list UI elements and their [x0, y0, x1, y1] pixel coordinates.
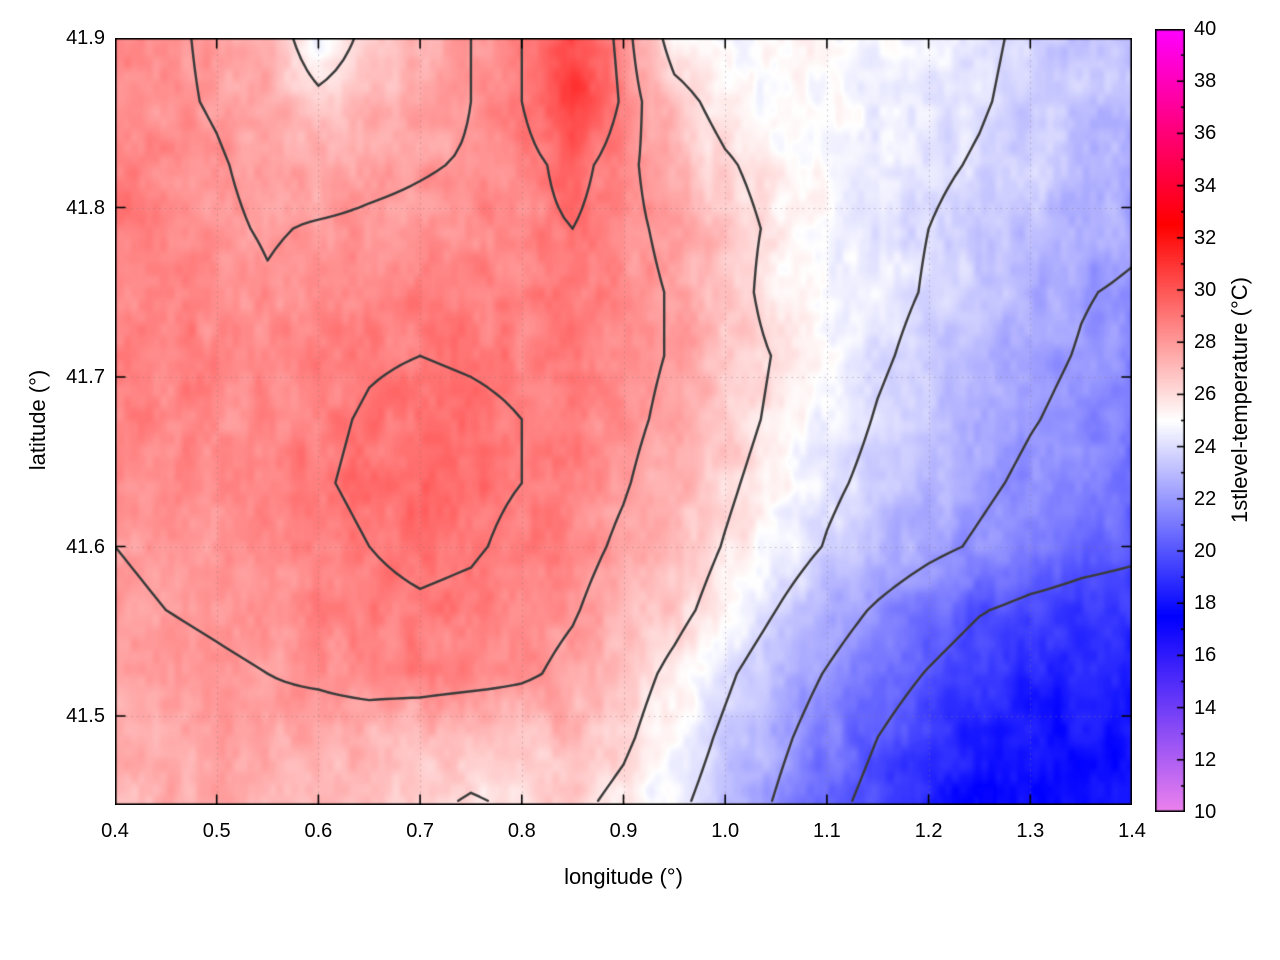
x-tick-label: 0.6	[304, 820, 333, 842]
y-tick-label: 41.6	[66, 535, 105, 558]
colorbar-tick-label: 18	[1194, 592, 1217, 615]
x-tick-label: 1.1	[812, 820, 841, 842]
x-tick-label: 0.7	[406, 820, 434, 842]
x-tick-label: 1.4	[1118, 820, 1146, 842]
colorbar-tick-label: 24	[1194, 435, 1217, 458]
colorbar-tick-label: 40	[1194, 18, 1217, 40]
colorbar-tick-label: 30	[1194, 279, 1217, 301]
y-tick-label: 41.7	[66, 366, 105, 388]
colorbar-tick-label: 32	[1194, 226, 1217, 249]
colorbar-tick-label: 12	[1194, 748, 1217, 771]
colorbar-tick-label: 26	[1194, 383, 1217, 406]
y-tick-label: 41.5	[66, 705, 105, 727]
x-tick-label: 0.9	[609, 820, 638, 842]
colorbar-tick-label: 38	[1194, 70, 1217, 93]
x-axis-label: longitude (°)	[564, 864, 683, 889]
heatmap-plot-canvas	[115, 38, 1132, 805]
colorbar-tick-label: 14	[1194, 696, 1217, 719]
x-tick-label: 0.8	[507, 820, 536, 842]
x-tick-label: 0.5	[202, 820, 231, 842]
colorbar-tick-label: 36	[1194, 122, 1217, 145]
x-tick-label: 1.3	[1016, 820, 1045, 842]
colorbar-canvas	[1155, 29, 1185, 812]
colorbar-tick-label: 10	[1194, 801, 1217, 823]
y-tick-label: 41.9	[66, 27, 105, 49]
colorbar-tick-label: 28	[1194, 331, 1217, 354]
colorbar-tick-label: 16	[1194, 644, 1217, 667]
colorbar-tick-label: 22	[1194, 487, 1217, 510]
x-tick-label: 1.0	[711, 820, 740, 842]
colorbar-tick-label: 34	[1194, 174, 1217, 197]
x-tick-label: 1.2	[914, 820, 943, 842]
colorbar-tick-label: 20	[1194, 540, 1217, 562]
x-tick-label: 0.4	[101, 820, 129, 842]
y-tick-label: 41.8	[66, 196, 105, 219]
